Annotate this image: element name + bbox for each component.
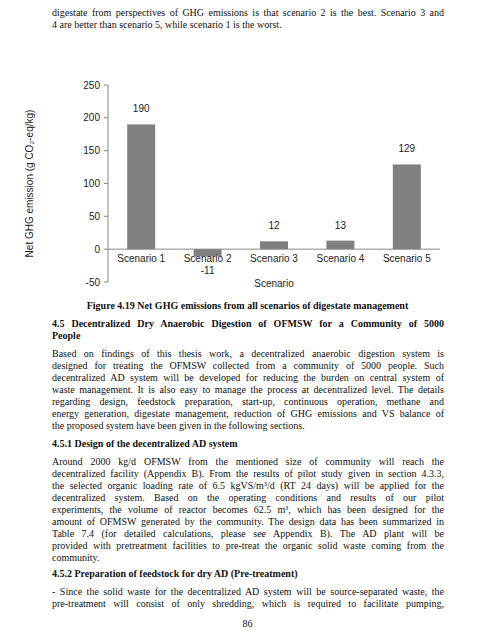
text-line: provided with pretreatment facilities to… <box>52 540 444 552</box>
bar <box>393 164 421 249</box>
x-tick-label: Scenario 3 <box>250 253 298 264</box>
text-line: regarding design, feedstock preparation,… <box>52 396 444 408</box>
y-tick-label: 100 <box>83 178 100 189</box>
heading-line-block: 4.5.1 Design of the decentralized AD sys… <box>52 438 444 450</box>
text-line-block: Based on findings of this thesis work, a… <box>52 348 444 432</box>
y-axis-label: Net GHG emission (g CO₂-eq/kg) <box>24 110 35 258</box>
heading-line-block: 4.5.2 Preparation of feedstock for dry A… <box>52 568 444 580</box>
text-line: waste management. It is also easy to man… <box>52 384 444 396</box>
figure-caption: Figure 4.19 Net GHG emissions from all s… <box>0 300 495 311</box>
x-tick-label: Scenario 4 <box>316 253 364 264</box>
x-axis-label: Scenario <box>254 278 294 289</box>
y-tick <box>104 117 108 118</box>
bar <box>260 241 288 249</box>
text-line: the selected organic loading rate of 6.5… <box>52 480 444 492</box>
data-label: 190 <box>133 103 150 114</box>
text-line-block: - Since the solid waste for the decentra… <box>52 586 444 610</box>
data-label: 13 <box>335 220 347 231</box>
heading-line: People <box>52 330 444 342</box>
y-tick-label: 150 <box>83 145 100 156</box>
y-tick <box>104 150 108 151</box>
text-line: Table 7.4 (for detailed calculations, pl… <box>52 528 444 540</box>
y-tick <box>104 85 108 86</box>
x-tick-label: Scenario 2 <box>184 253 232 264</box>
text-line: Around 2000 kg/d OFMSW from the mentione… <box>52 456 444 468</box>
text-line: - Since the solid waste for the decentra… <box>52 586 444 598</box>
y-tick <box>104 183 108 184</box>
chart: -50 0 50 100 150 200 250 Net GHG emission (g CO… <box>0 0 495 300</box>
text-line: 4 are better than scenario 5, while scen… <box>52 19 444 31</box>
y-tick-label: 50 <box>89 211 101 222</box>
text-line: experiments, the volume of reactor becom… <box>52 504 444 516</box>
text-line: decentralized AD system will be develope… <box>52 372 444 384</box>
y-tick <box>104 249 108 250</box>
text-line: designed for treating the OFMSW collecte… <box>52 360 444 372</box>
text-line: decentralized facility (Appendix B). Fro… <box>52 468 444 480</box>
text-line: energy generation, digestate management,… <box>52 408 444 420</box>
x-tick-label: Scenario 5 <box>383 253 431 264</box>
y-tick-label: -50 <box>86 277 101 288</box>
text-line: digestate from perspectives of GHG emiss… <box>52 7 444 19</box>
heading-line: 4.5.1 Design of the decentralized AD sys… <box>52 438 444 450</box>
bar <box>127 124 155 249</box>
y-tick <box>104 282 108 283</box>
y-tick-label: 250 <box>83 80 100 91</box>
text-line-block: Around 2000 kg/d OFMSW from the mentione… <box>52 456 444 564</box>
text-line: pre-treatment will consist of only shred… <box>52 598 444 610</box>
text-line: community. <box>52 552 444 564</box>
y-tick-label: 200 <box>83 112 100 123</box>
page-number: 86 <box>0 618 495 629</box>
text-line-block: digestate from perspectives of GHG emiss… <box>52 7 444 31</box>
bar <box>326 241 354 250</box>
x-tick-label: Scenario 1 <box>117 253 165 264</box>
text-line: the proposed system have been given in t… <box>52 420 444 432</box>
bars <box>127 124 421 256</box>
heading-line: 4.5 Decentralized Dry Anaerobic Digestio… <box>52 318 444 330</box>
y-tick-label: 0 <box>94 244 100 255</box>
data-label: 12 <box>268 220 280 231</box>
text-line: amount of OFMSW generated by the communi… <box>52 516 444 528</box>
text-line: decentralized system. Based on the opera… <box>52 492 444 504</box>
heading-line-block: 4.5 Decentralized Dry Anaerobic Digestio… <box>52 318 444 342</box>
data-label: -11 <box>201 265 215 276</box>
data-label: 129 <box>398 143 415 154</box>
heading-line: 4.5.2 Preparation of feedstock for dry A… <box>52 568 444 580</box>
text-line: Based on findings of this thesis work, a… <box>52 348 444 360</box>
y-tick <box>104 216 108 217</box>
